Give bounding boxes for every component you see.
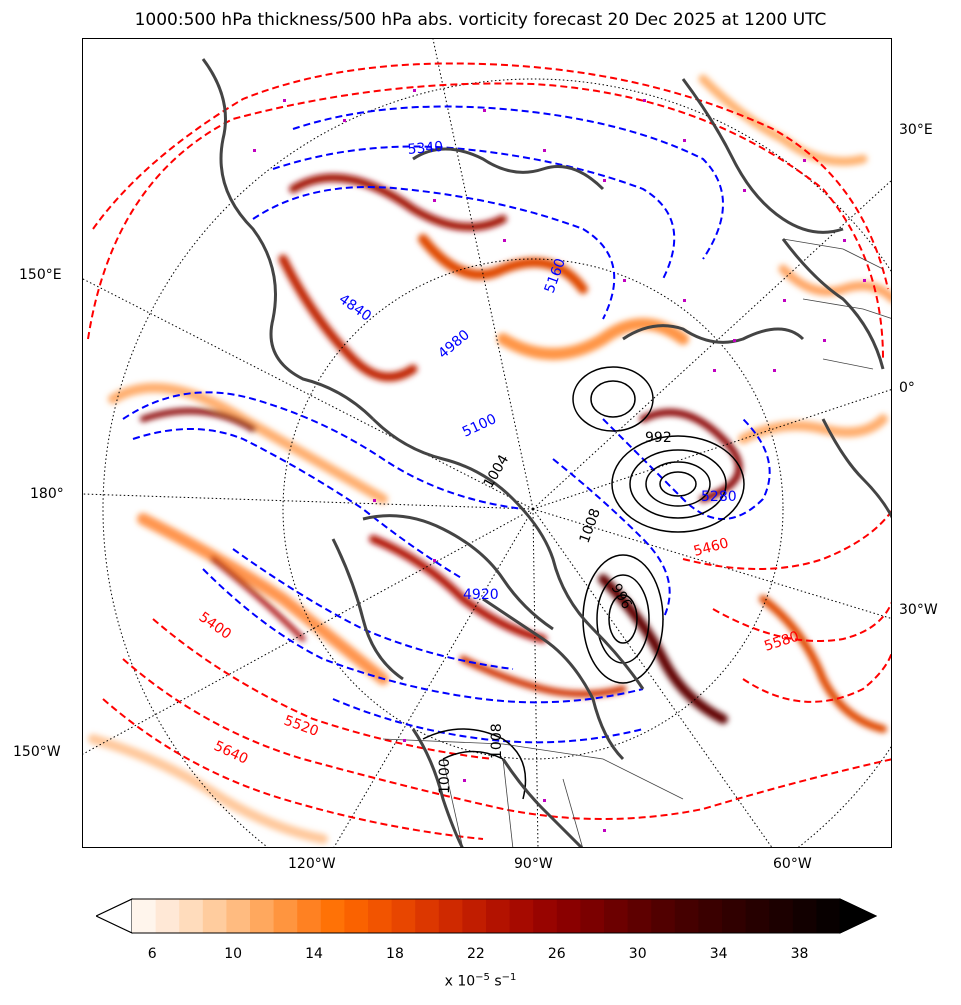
colorbar-bin	[722, 899, 747, 933]
longitude-label-60w: 60°W	[773, 856, 812, 872]
label-thickness-red: 5520	[282, 713, 321, 740]
longitude-label-150e: 150°E	[19, 267, 62, 283]
colorbar-bin	[674, 899, 699, 933]
colorbar-over-arrow	[839, 898, 878, 934]
colorbar-bin	[533, 899, 558, 933]
colorbar-tick-label: 18	[386, 946, 404, 962]
vorticity-shading	[88, 74, 891, 844]
colorbar	[94, 897, 878, 941]
label-thickness-blue: 4980	[435, 327, 473, 362]
colorbar-bin	[132, 899, 157, 933]
longitude-label-120w: 120°W	[288, 856, 336, 872]
colorbar-bin	[627, 899, 652, 933]
colorbar-bin	[273, 899, 298, 933]
colorbar-bin	[438, 899, 463, 933]
colorbar-tick-label: 38	[790, 946, 809, 962]
label-mslp: 1008	[577, 506, 604, 545]
label-thickness-red: 5460	[692, 535, 731, 560]
map-title: 1000:500 hPa thickness/500 hPa abs. vort…	[134, 10, 827, 30]
colorbar-ticks: 6 10 14 18 22 26 30 34 38	[0, 946, 961, 966]
colorbar-tick-label: 22	[466, 946, 485, 962]
label-mslp: 992	[645, 430, 672, 446]
thickness-contours-blue	[122, 105, 771, 744]
map-canvas: 5460 5580 5640 5520 5400 5340 4840 5100 …	[83, 39, 891, 847]
colorbar-unit-label: x 10−5 s−1	[444, 972, 517, 990]
station-markers	[253, 89, 866, 832]
colorbar-tick-label: 6	[147, 946, 157, 962]
colorbar-bin	[580, 899, 605, 933]
colorbar-bin	[391, 899, 416, 933]
colorbar-bin	[250, 899, 275, 933]
thickness-contours-red	[87, 62, 891, 840]
graticule	[83, 39, 891, 847]
colorbar-bin	[155, 899, 180, 933]
longitude-label-30w: 30°W	[899, 602, 938, 618]
colorbar-bin	[509, 899, 534, 933]
contour-labels: 5460 5580 5640 5520 5400 5340 4840 5100 …	[196, 139, 801, 794]
label-mslp: 1004	[481, 452, 513, 491]
label-thickness-blue: 5100	[460, 411, 499, 441]
colorbar-tick-label: 30	[628, 946, 647, 962]
label-thickness-blue: 4920	[463, 587, 499, 603]
colorbar-bin	[816, 899, 841, 933]
colorbar-bin	[202, 899, 227, 933]
colorbar-bin	[462, 899, 487, 933]
label-thickness-red: 5400	[196, 609, 234, 643]
label-thickness-blue: 5280	[701, 489, 737, 505]
colorbar-bin	[769, 899, 794, 933]
colorbar-bin	[556, 899, 581, 933]
colorbar-bin	[297, 899, 322, 933]
colorbar-bin	[179, 899, 204, 933]
colorbar-bin	[368, 899, 393, 933]
colorbar-under-arrow	[94, 898, 133, 934]
colorbar-bin	[651, 899, 676, 933]
longitude-label-30e: 30°E	[899, 122, 933, 138]
label-mslp: 1000	[437, 758, 453, 794]
coastlines	[201, 58, 891, 847]
borders	[382, 238, 891, 847]
colorbar-tick-label: 10	[224, 946, 243, 962]
longitude-label-180: 180°	[30, 486, 64, 502]
label-mslp: 1008	[489, 723, 505, 759]
colorbar-tick-label: 34	[709, 946, 728, 962]
label-thickness-blue: 4840	[336, 291, 374, 325]
colorbar-bin	[604, 899, 629, 933]
map-panel: 5460 5580 5640 5520 5400 5340 4840 5100 …	[82, 38, 892, 848]
label-thickness-red: 5640	[211, 738, 250, 768]
colorbar-bin	[745, 899, 770, 933]
colorbar-ramp	[94, 898, 878, 934]
colorbar-bin	[226, 899, 251, 933]
longitude-label-90w: 90°W	[514, 856, 553, 872]
colorbar-bin	[698, 899, 723, 933]
longitude-label-150w: 150°W	[13, 744, 61, 760]
colorbar-tick-label: 14	[305, 946, 323, 962]
colorbar-bin	[486, 899, 511, 933]
colorbar-bin	[792, 899, 817, 933]
colorbar-bin	[344, 899, 369, 933]
longitude-label-0: 0°	[899, 380, 915, 396]
colorbar-bin	[415, 899, 440, 933]
label-thickness-blue: 5340	[407, 139, 444, 158]
colorbar-bin	[320, 899, 345, 933]
colorbar-tick-label: 26	[547, 946, 566, 962]
